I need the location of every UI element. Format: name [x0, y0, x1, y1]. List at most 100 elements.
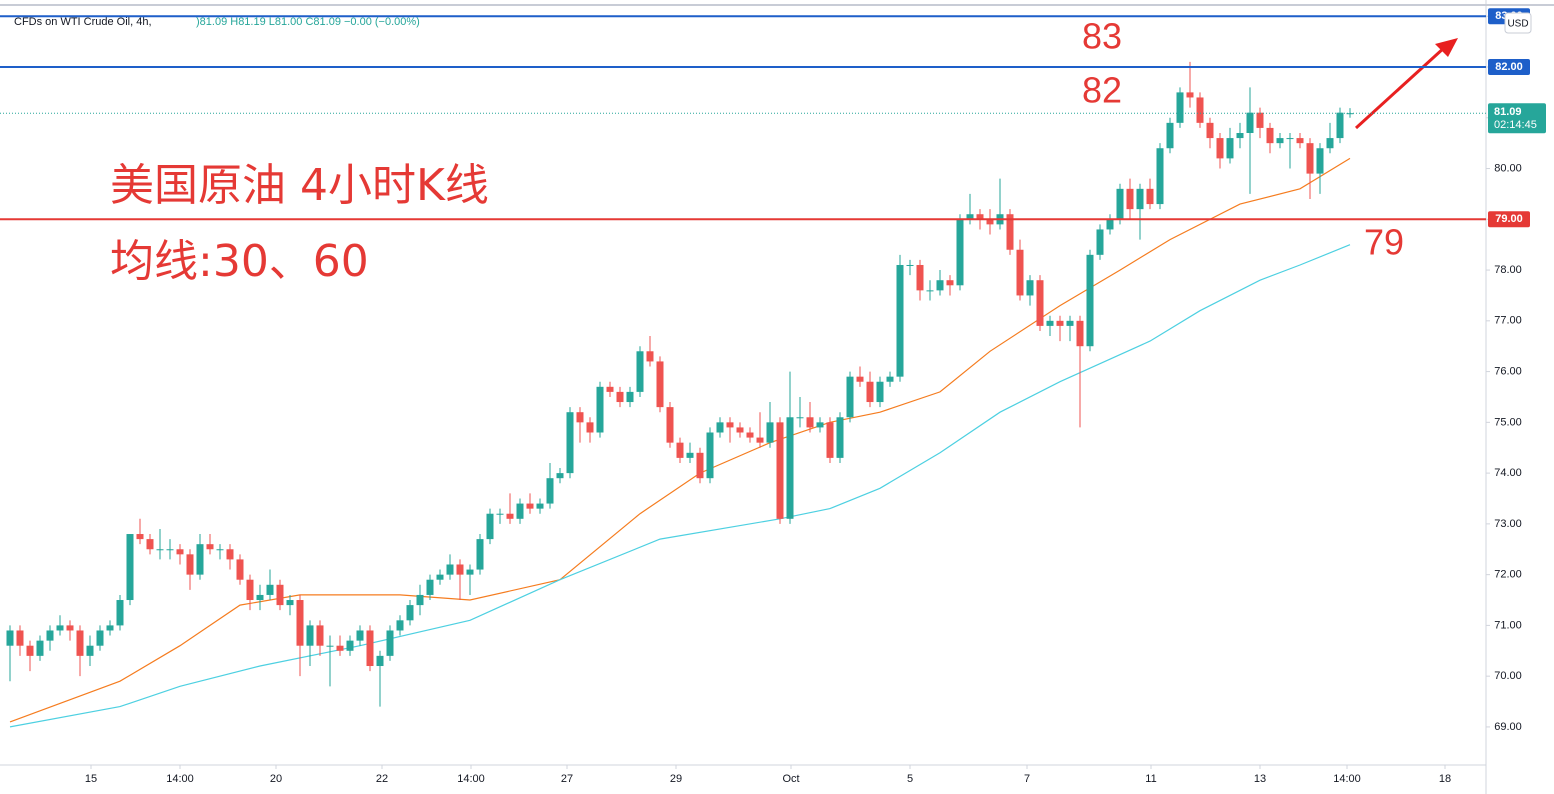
- y-tick-label: 75.00: [1494, 416, 1522, 428]
- candle-body: [876, 381, 884, 403]
- candle-body: [316, 625, 324, 646]
- candle-body: [816, 422, 824, 428]
- candle-body: [146, 539, 154, 550]
- candle-body: [1036, 280, 1044, 326]
- candle-body: [1116, 188, 1124, 220]
- level-label-box: [1488, 59, 1530, 76]
- candle-body: [1246, 112, 1254, 133]
- title: 美国原油 4小时K线: [110, 160, 489, 211]
- candle-body: [76, 630, 84, 656]
- candle-body: [1256, 112, 1264, 128]
- candle-body: [176, 549, 184, 555]
- candle-body: [546, 478, 554, 504]
- candle-body: [406, 605, 414, 621]
- candle-body: [1326, 138, 1334, 149]
- candle-body: [466, 569, 474, 575]
- candle-body: [786, 417, 794, 519]
- candle-body: [1196, 97, 1204, 123]
- candle-body: [1336, 112, 1344, 139]
- candle-body: [806, 417, 814, 428]
- candle-body: [506, 513, 514, 519]
- candle-body: [686, 452, 694, 458]
- candle-body: [936, 280, 944, 291]
- candle-body: [1166, 122, 1174, 149]
- arrow: [1354, 38, 1458, 130]
- candle-body: [1156, 148, 1164, 205]
- x-tick-label: 13: [1254, 773, 1266, 785]
- candle-body: [116, 600, 124, 626]
- currency-box: [1504, 12, 1532, 34]
- candle-body: [706, 432, 714, 479]
- candle-body: [476, 539, 484, 570]
- candle-body: [856, 376, 864, 382]
- candle-body: [56, 625, 64, 631]
- candle-body: [36, 640, 44, 656]
- countdown: 02:14:45: [1494, 119, 1537, 131]
- y-tick-label: 74.00: [1494, 467, 1522, 479]
- candle-body: [1146, 188, 1154, 205]
- last-price-box: [1488, 103, 1546, 134]
- y-tick-label: 80.00: [1494, 162, 1522, 174]
- candle-body: [376, 655, 384, 667]
- candle-body: [606, 386, 614, 392]
- candle-body: [1076, 320, 1084, 347]
- candle-body: [576, 412, 584, 423]
- candle-body: [986, 219, 994, 225]
- candle-body: [526, 503, 534, 509]
- candle-body: [16, 630, 24, 646]
- y-tick-label: 73.00: [1494, 518, 1522, 530]
- candle-body: [596, 386, 604, 433]
- candle-body: [906, 264, 914, 266]
- candle-body: [1226, 138, 1234, 159]
- candle-body: [6, 630, 14, 646]
- candle-body: [66, 625, 74, 631]
- candle-body: [386, 630, 394, 656]
- candle-body: [426, 579, 434, 595]
- candle-body: [436, 574, 444, 580]
- candle-body: [1126, 188, 1134, 210]
- candle-body: [516, 503, 524, 519]
- candle-body: [916, 264, 924, 291]
- candle-body: [896, 264, 904, 377]
- candle-body: [1186, 92, 1194, 98]
- candle-body: [1046, 320, 1054, 326]
- candle-body: [256, 594, 264, 601]
- x-tick-label: Oct: [782, 773, 799, 785]
- candle-body: [1236, 132, 1244, 139]
- candle-body: [1216, 138, 1224, 159]
- candle-body: [746, 432, 754, 438]
- candle-body: [1296, 138, 1304, 144]
- candle-body: [846, 376, 854, 418]
- candle-body: [796, 417, 804, 419]
- candle-body: [246, 579, 254, 601]
- candle-body: [1026, 280, 1034, 296]
- y-tick-label: 72.00: [1494, 569, 1522, 581]
- candle-body: [886, 376, 894, 382]
- candle-body: [926, 290, 934, 292]
- candle-body: [326, 645, 334, 647]
- candle-body: [656, 361, 664, 408]
- level-label: 79.00: [1495, 213, 1523, 225]
- candle-body: [496, 513, 504, 515]
- x-tick-label: 7: [1024, 773, 1030, 785]
- candle-body: [1306, 143, 1314, 174]
- candle-body: [666, 407, 674, 443]
- x-tick-label: 14:00: [457, 773, 485, 785]
- candle-body: [946, 280, 954, 286]
- candle-body: [976, 214, 984, 220]
- candle-body: [616, 391, 624, 403]
- candle-body: [366, 630, 374, 667]
- candle-body: [396, 620, 404, 631]
- candle-body: [676, 442, 684, 458]
- candle-body: [636, 351, 644, 392]
- x-tick-label: 27: [561, 773, 573, 785]
- candle-body: [286, 600, 294, 606]
- x-tick-label: 11: [1145, 773, 1156, 785]
- candle-body: [1066, 320, 1074, 326]
- moving-average: [9, 244, 1351, 728]
- x-tick-label: 29: [670, 773, 682, 785]
- candle-body: [486, 513, 494, 540]
- candle-body: [1086, 254, 1094, 347]
